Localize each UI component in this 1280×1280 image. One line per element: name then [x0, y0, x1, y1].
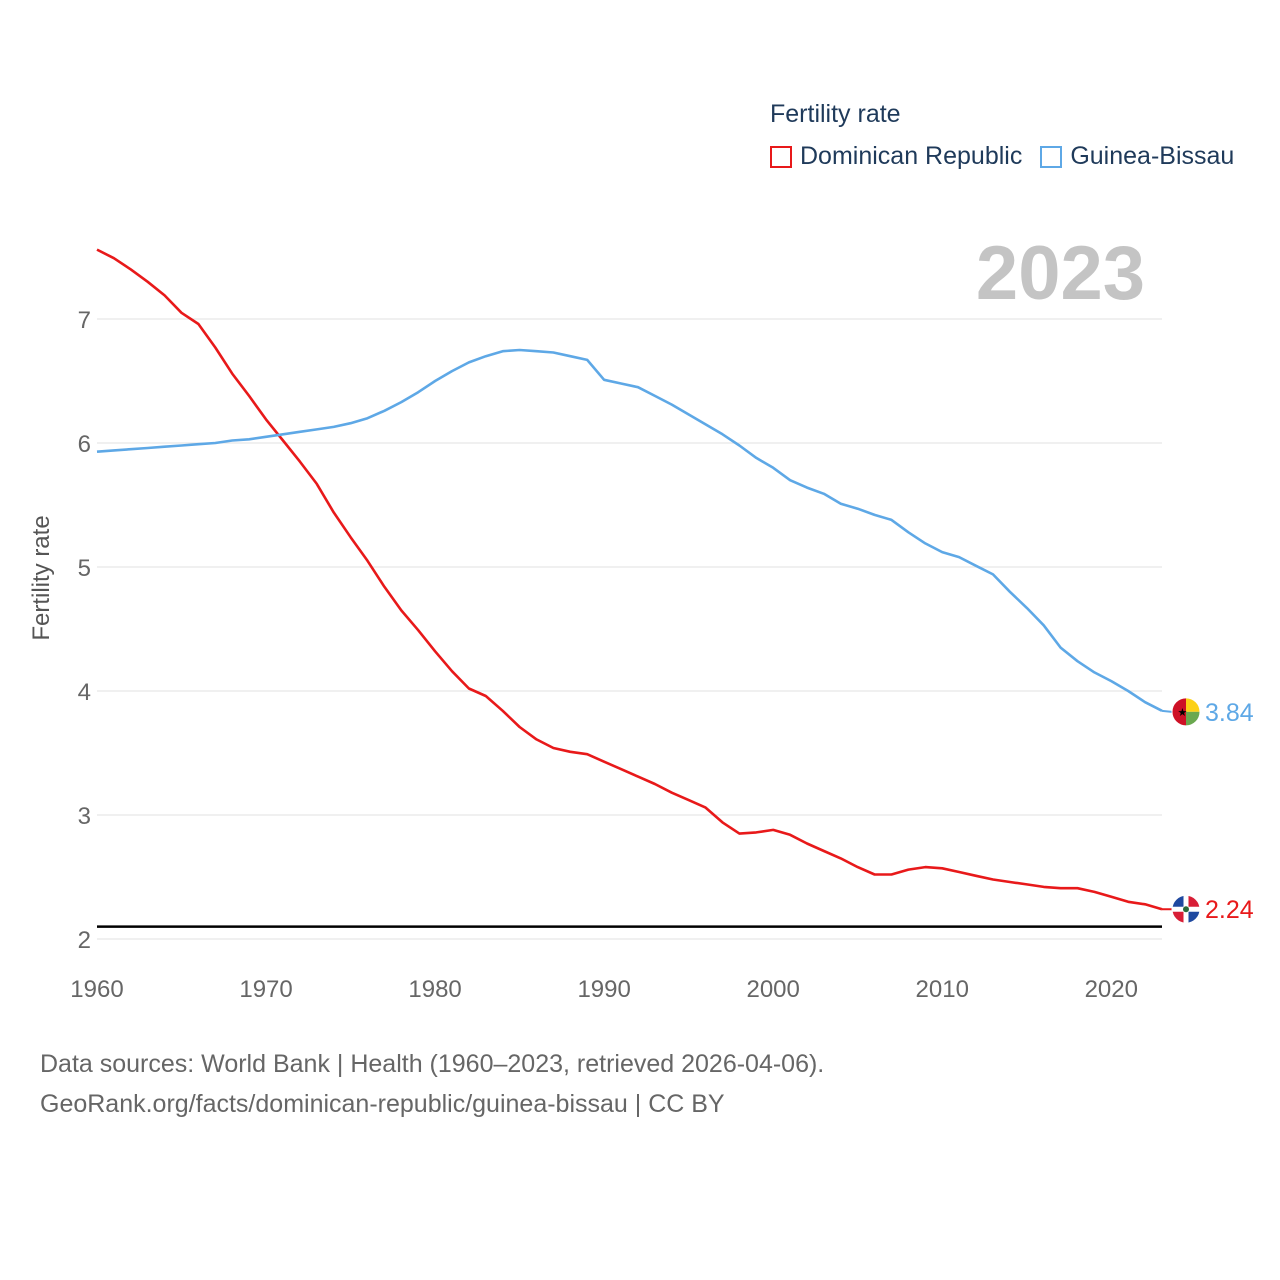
legend-swatch-dominican-republic — [770, 145, 792, 168]
x-tick-label: 1990 — [577, 976, 630, 1003]
y-axis: 2 3 4 5 6 7 — [78, 307, 91, 954]
svg-text:★: ★ — [1178, 706, 1188, 719]
y-tick-label: 4 — [78, 679, 91, 706]
y-tick-label: 3 — [78, 803, 91, 830]
legend: Dominican Republic Guinea-Bissau — [770, 142, 1252, 171]
x-tick-label: 2010 — [916, 976, 969, 1003]
x-tick-label: 1980 — [408, 976, 461, 1003]
x-tick-label: 1960 — [70, 976, 123, 1003]
flag-icon-dominican-republic — [1171, 894, 1201, 924]
legend-item-guinea-bissau[interactable]: Guinea-Bissau — [1040, 142, 1234, 171]
legend-item-dominican-republic[interactable]: Dominican Republic — [770, 142, 1022, 171]
x-tick-label: 2000 — [746, 976, 799, 1003]
end-value-guinea-bissau: 3.84 — [1205, 699, 1254, 727]
connector-guinea-bissau — [1161, 709, 1173, 713]
year-label: 2023 — [975, 231, 1145, 316]
legend-title: Fertility rate — [770, 100, 901, 128]
end-markers: 2.24 ★ 3.84 — [1161, 697, 1254, 924]
source-link[interactable]: GeoRank.org/facts/dominican-republic/gui… — [40, 1090, 725, 1118]
end-value-dominican-republic: 2.24 — [1205, 896, 1254, 924]
legend-label-guinea-bissau: Guinea-Bissau — [1070, 142, 1235, 170]
y-tick-label: 6 — [78, 431, 91, 458]
series-line-dominican-republic — [96, 248, 1163, 911]
x-tick-label: 1970 — [239, 976, 292, 1003]
x-axis: 1960 1970 1980 1990 2000 2010 2020 — [70, 976, 1138, 1003]
series-lines — [96, 248, 1163, 911]
series-line-guinea-bissau — [96, 348, 1163, 712]
y-axis-label: Fertility rate — [28, 515, 55, 641]
grid — [97, 318, 1162, 940]
y-tick-label: 7 — [78, 307, 91, 334]
legend-label-dominican-republic: Dominican Republic — [800, 142, 1023, 170]
footer: Data sources: World Bank | Health (1960–… — [40, 1044, 824, 1124]
y-tick-label: 2 — [78, 927, 91, 954]
flag-icon-guinea-bissau: ★ — [1171, 697, 1201, 727]
y-tick-label: 5 — [78, 555, 91, 582]
legend-swatch-guinea-bissau — [1040, 145, 1063, 168]
data-sources: Data sources: World Bank | Health (1960–… — [40, 1050, 825, 1078]
x-tick-label: 2020 — [1085, 976, 1138, 1003]
